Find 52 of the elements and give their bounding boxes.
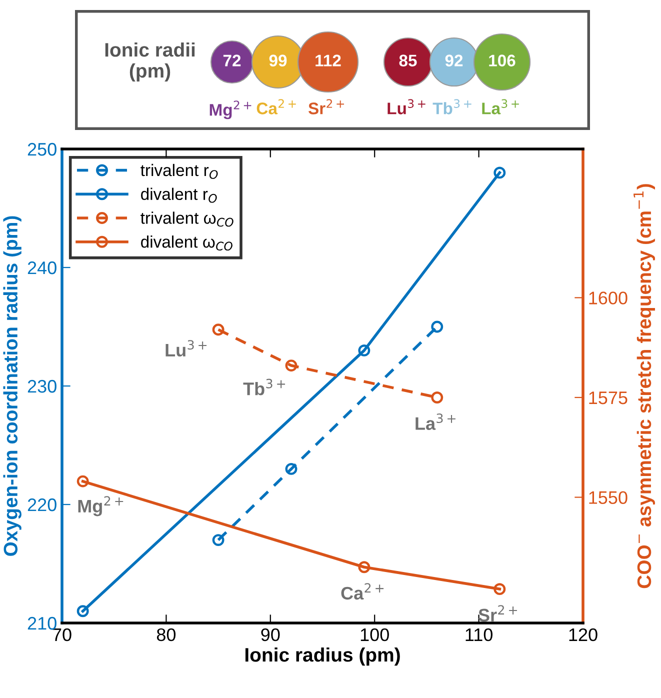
text: Mg$^{2+}$ [210,100,252,120]
annotation: Sr$^{2+}$ [478,605,517,622]
x-tick-label: 110 [466,628,492,642]
annotation: Mg$^{2+}$ [78,496,124,516]
text: 92 [445,54,463,66]
point [76,605,89,618]
y-tick-label: 250 [28,142,56,156]
annotation: Lu$^{3+}$ [166,340,207,357]
text: 106 [489,54,516,66]
text: 112 [316,54,341,66]
point [494,166,506,179]
legend-label: divalent ω$_{CO}$ [141,236,232,250]
x-tick-label: 90 [261,628,280,642]
point [212,324,224,336]
annotation: Tb$^{3+}$ [243,378,286,396]
point [285,462,298,475]
annotation: La$^{3+}$ [416,413,456,430]
legend-label: divalent r$_{O}$ [141,188,217,203]
point [431,392,444,404]
annotation: Ca$^{2+}$ [341,583,384,600]
y2-tick-label: 1550 [589,491,628,504]
legend-label: trivalent r$_{O}$ [140,164,218,179]
x-tick-label: 120 [569,628,598,642]
point [285,360,298,372]
point [76,475,89,488]
text: La$^{3+}$ [482,99,519,114]
text: Tb$^{3+}$ [432,99,472,114]
point [358,344,370,356]
x-axis-title: Ionic radius (pm) [245,647,400,666]
y-tick-label: 230 [28,380,56,393]
x-tick-label: 70 [52,628,72,642]
text: Lu$^{3+}$ [388,99,426,114]
text: 72 [223,54,241,66]
y2-tick-label: 1575 [589,392,628,404]
text: Ionic radii (pm) [105,42,195,82]
y-tick-label: 210 [28,616,56,630]
x-tick-label: 100 [360,628,389,642]
text: Sr$^{2+}$ [308,99,344,114]
text: Ca$^{2+}$ [256,99,296,114]
point [358,561,370,574]
text: 99 [269,54,287,66]
y-tick-label: 240 [28,261,56,274]
y-tick-label: 220 [28,498,56,512]
y2-tick-label: 1600 [589,292,628,304]
x-tick-label: 80 [156,628,176,642]
y-axis-title: Oxygen-ion coordination radius (pm) [3,216,22,556]
y2-axis-title: COO$^{−}$ asymmetric stretch frequency (cm$^{−1}$) [634,184,655,588]
legend-label: trivalent ω$_{CO}$ [140,212,234,227]
point [494,583,506,596]
point [431,320,444,333]
point [212,534,224,546]
text: 85 [399,54,417,66]
